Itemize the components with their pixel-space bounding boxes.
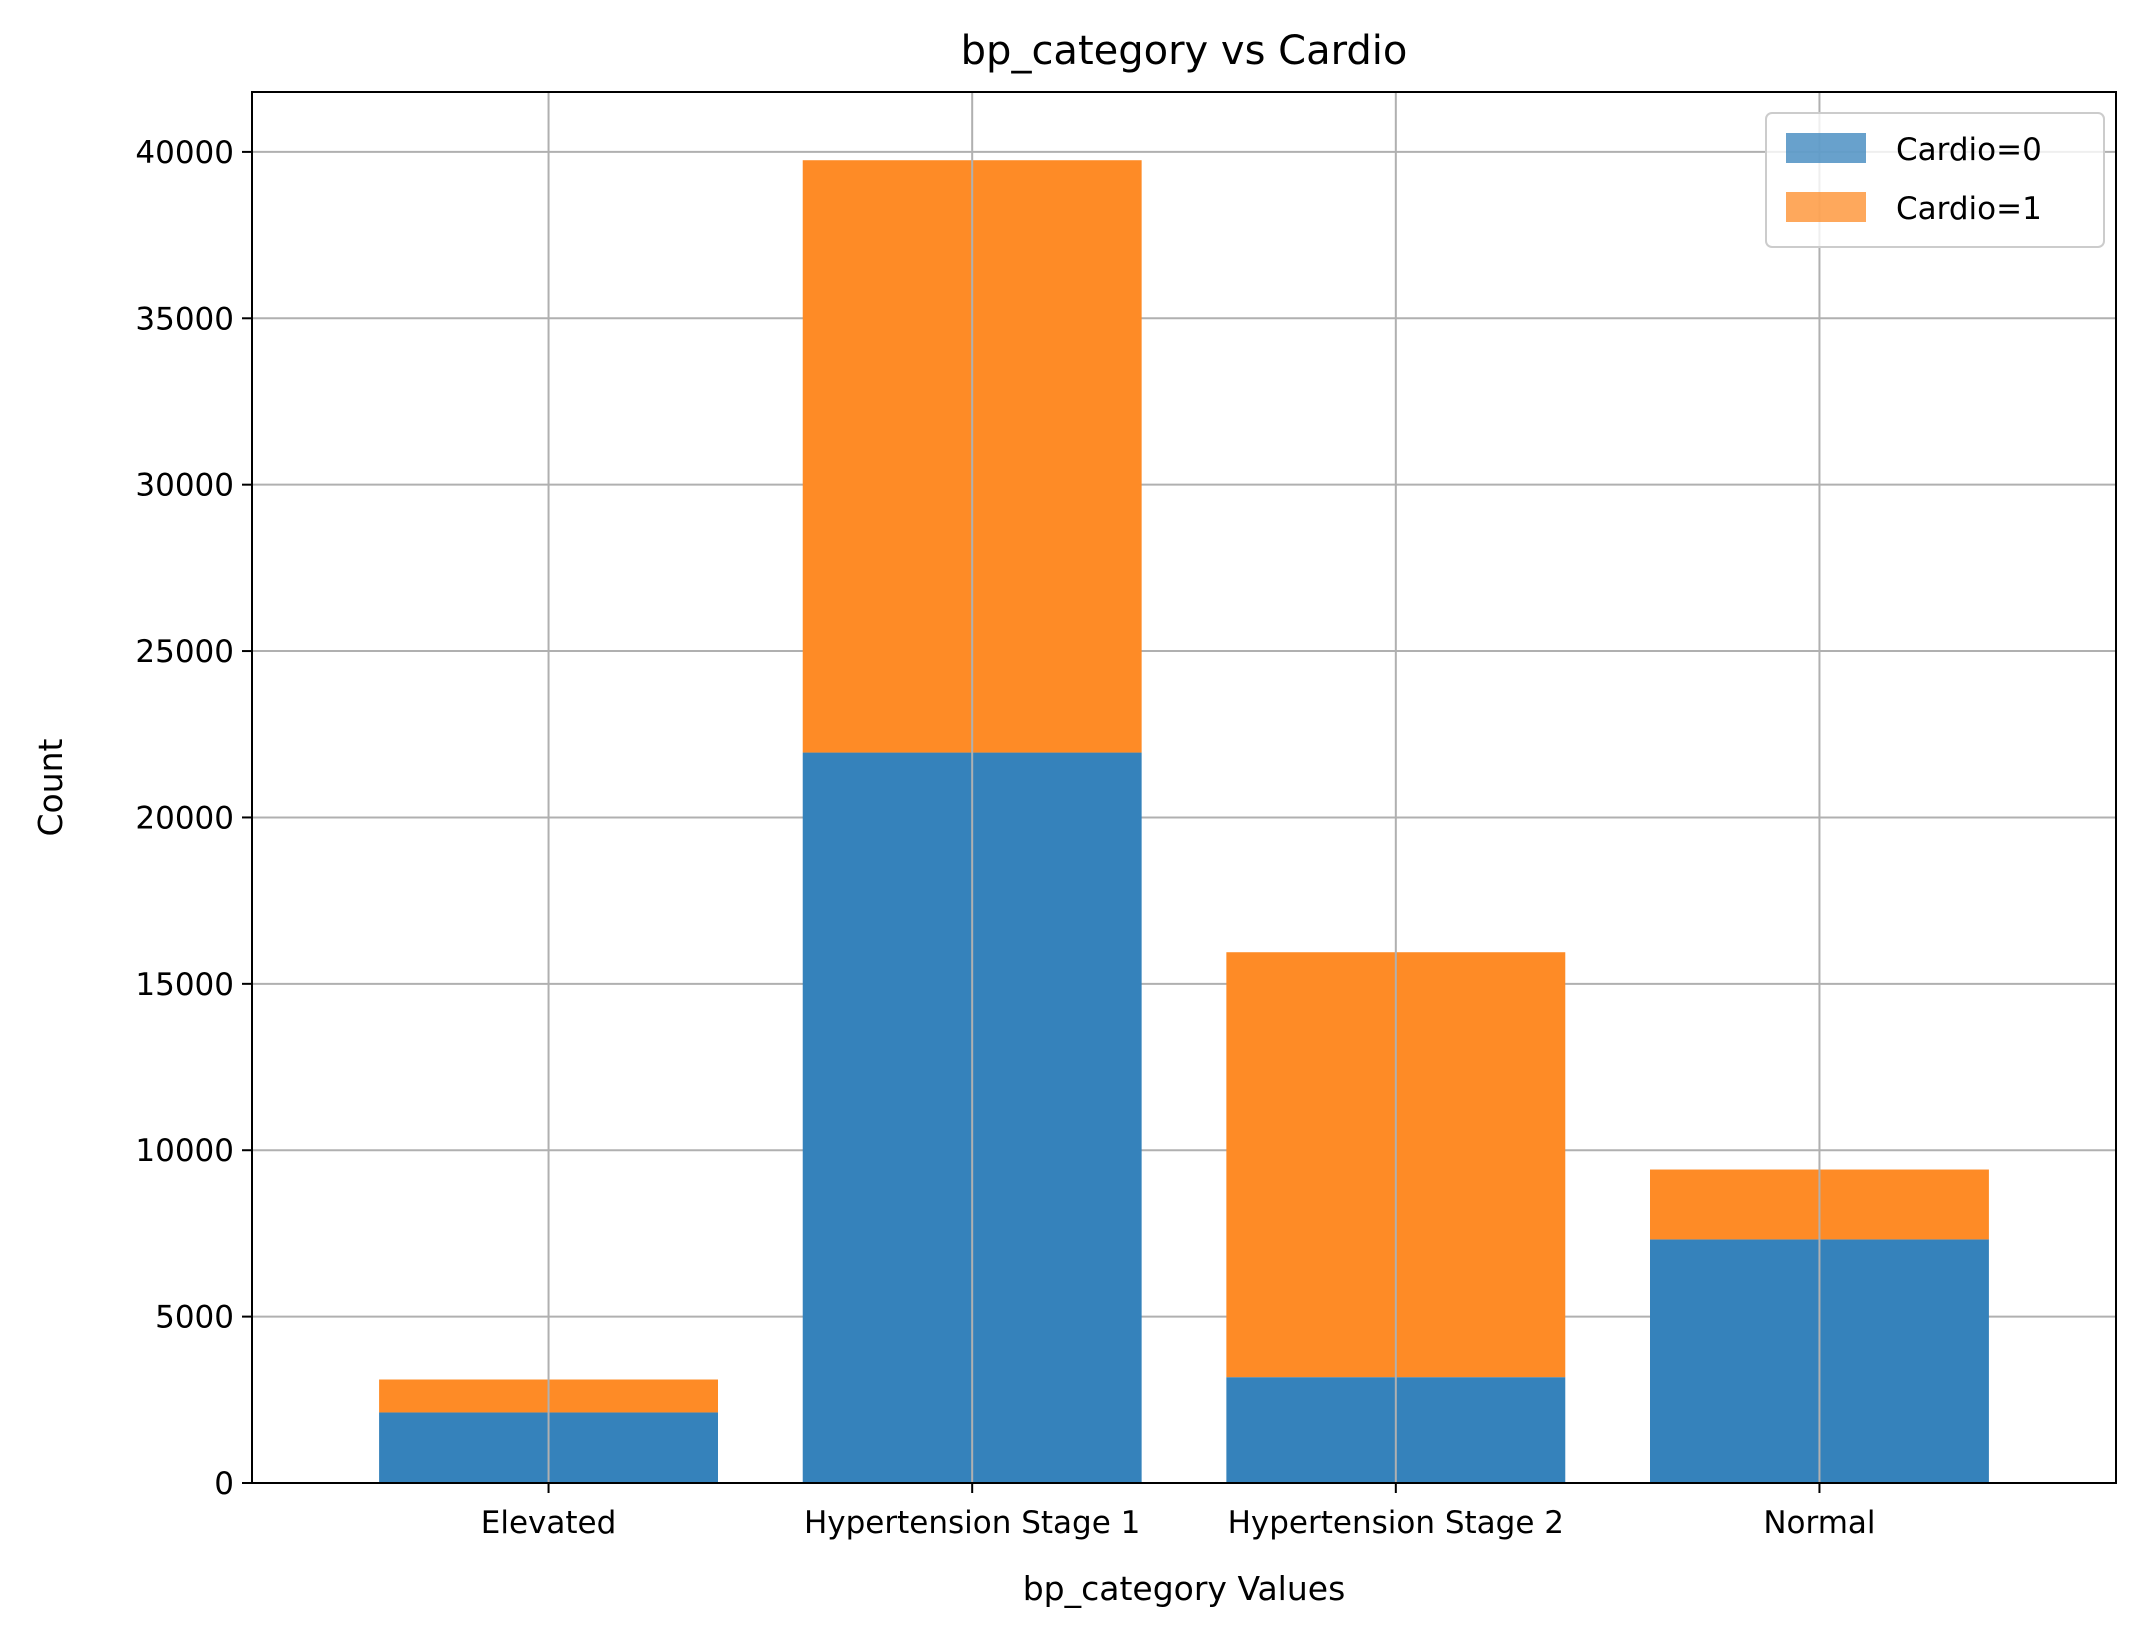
y-tick-label: 15000: [135, 967, 234, 1003]
y-tick-label: 25000: [135, 634, 234, 670]
x-axis-title: bp_category Values: [1023, 1569, 1346, 1608]
y-tick-label: 20000: [135, 800, 234, 836]
legend-swatch-cardio-1: [1786, 192, 1866, 222]
ticks: 0 5000 10000 15000 20000 25000 30000 35000 40000…: [135, 135, 1875, 1541]
legend-label-cardio-0: Cardio=0: [1896, 132, 2042, 168]
chart-title: bp_category vs Cardio: [961, 28, 1408, 74]
plot-frame: [251, 91, 2117, 1484]
legend-swatch-cardio-0: [1786, 133, 1866, 163]
x-tick-label: Normal: [1763, 1505, 1875, 1541]
legend: Cardio=0 Cardio=1: [1765, 112, 2105, 248]
legend-label-cardio-1: Cardio=1: [1896, 191, 2042, 227]
y-tick-label: 0: [214, 1466, 234, 1502]
vertical-grid-lines: [547, 92, 1821, 1483]
y-tick-label: 30000: [135, 468, 234, 504]
x-tick-label: Hypertension Stage 1: [804, 1505, 1140, 1541]
y-axis-title: Count: [31, 738, 70, 836]
y-tick-label: 5000: [155, 1300, 234, 1336]
y-tick-label: 10000: [135, 1133, 234, 1169]
x-tick-label: Elevated: [481, 1505, 617, 1541]
y-tick-label: 35000: [135, 301, 234, 337]
y-tick-label: 40000: [135, 135, 234, 171]
x-tick-label: Hypertension Stage 2: [1228, 1505, 1564, 1541]
